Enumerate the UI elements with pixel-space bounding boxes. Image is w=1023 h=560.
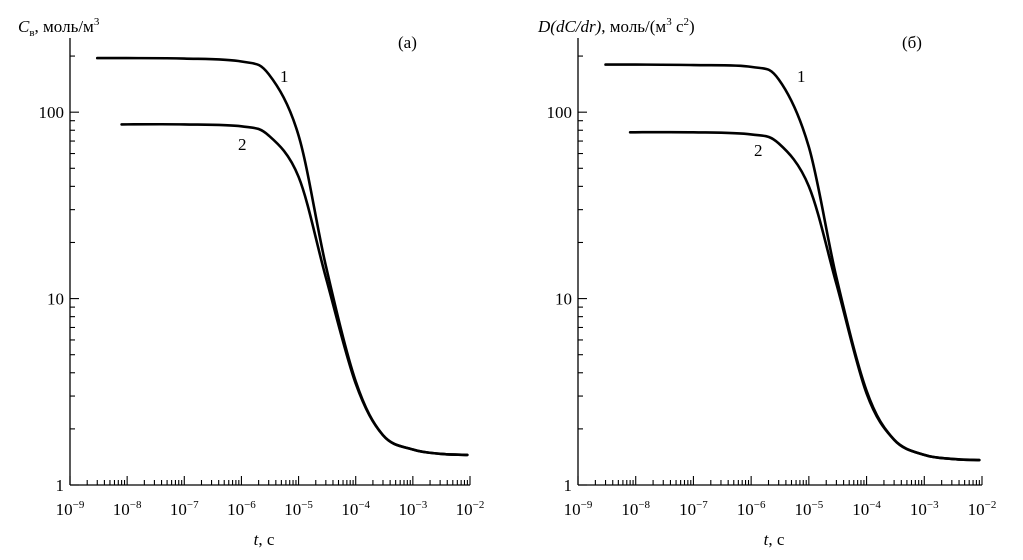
x-tick-label: 10−6 xyxy=(737,499,766,519)
x-tick-label: 10−7 xyxy=(170,499,199,519)
chart-panel-a: 10−9 10−8 10−7 10−6 10−5 10−4 10−3 10−2 1 10 100 Cв… xyxy=(18,16,484,549)
y-tick-label: 10 xyxy=(555,290,572,309)
y-axis-label: D(dC/dr), моль/(м3 с2) xyxy=(537,16,695,36)
series-label-2: 2 xyxy=(238,135,247,154)
x-tick-label: 10−8 xyxy=(621,499,650,519)
x-axis-label: t, с xyxy=(764,530,785,549)
series-line-1 xyxy=(604,63,981,462)
panel-label: (а) xyxy=(398,33,417,52)
x-tick-label: 10−3 xyxy=(398,499,427,519)
x-tick-label: 10−4 xyxy=(852,499,881,519)
x-axis-label: t, с xyxy=(254,530,275,549)
y-tick-label: 100 xyxy=(547,103,573,122)
x-tick-label: 10−2 xyxy=(456,499,485,519)
x-tick-label: 10−5 xyxy=(284,499,313,519)
x-tick-label: 10−9 xyxy=(56,499,85,519)
series-label-2: 2 xyxy=(754,141,763,160)
y-axis-label: Cв, моль/м3 xyxy=(18,16,100,39)
x-tick-label: 10−6 xyxy=(227,499,256,519)
series-label-1: 1 xyxy=(280,67,289,86)
series-line-1 xyxy=(95,56,469,457)
series-label-1: 1 xyxy=(797,67,806,86)
series-line-2 xyxy=(628,130,981,462)
y-tick-label: 100 xyxy=(39,103,65,122)
x-tick-label: 10−7 xyxy=(679,499,708,519)
x-tick-label: 10−8 xyxy=(113,499,142,519)
x-tick-label: 10−3 xyxy=(910,499,939,519)
y-tick-label: 1 xyxy=(56,476,65,495)
x-tick-label: 10−2 xyxy=(968,499,997,519)
x-tick-label: 10−9 xyxy=(564,499,593,519)
x-tick-label: 10−4 xyxy=(341,499,370,519)
y-tick-label: 1 xyxy=(564,476,573,495)
x-tick-label: 10−5 xyxy=(794,499,823,519)
y-tick-label: 10 xyxy=(47,290,64,309)
panel-label: (б) xyxy=(902,33,922,52)
chart-panel-b: 10−9 10−8 10−7 10−6 10−5 10−4 10−3 10−2 1 10 100 D(… xyxy=(537,16,996,549)
series-line-2 xyxy=(120,122,469,457)
